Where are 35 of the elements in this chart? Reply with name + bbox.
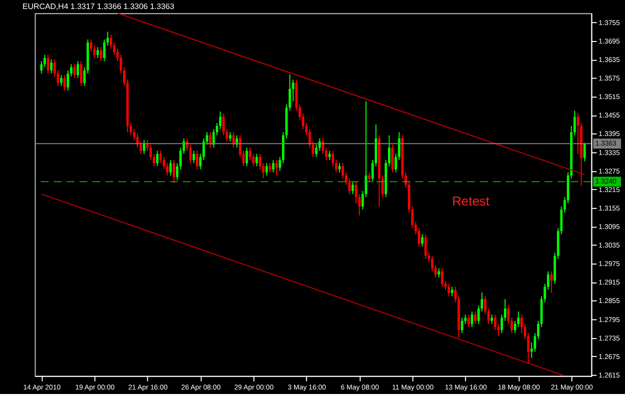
chart-title: EURCAD,H4 1.3317 1.3366 1.3306 1.3363 <box>22 2 175 12</box>
candlestick <box>229 132 232 142</box>
candlestick <box>583 142 586 162</box>
candlestick <box>438 268 440 278</box>
candlestick <box>268 162 272 173</box>
candlestick <box>209 132 212 148</box>
candlestick <box>440 268 444 288</box>
candlestick <box>142 139 146 154</box>
candlestick <box>196 150 198 170</box>
candlestick <box>265 162 268 176</box>
candlestick <box>490 314 494 324</box>
candlestick <box>467 314 470 328</box>
candlestick <box>256 153 258 167</box>
candlestick <box>60 74 62 86</box>
candlestick <box>272 160 274 173</box>
candlestick <box>424 234 427 260</box>
candlestick <box>50 59 53 74</box>
candlestick <box>450 286 454 297</box>
candlestick <box>76 60 80 79</box>
candlestick <box>421 234 424 248</box>
candlestick <box>338 162 341 173</box>
candlestick <box>96 46 99 59</box>
candlestick <box>368 172 370 182</box>
candlestick <box>275 160 278 176</box>
candlestick <box>80 60 82 86</box>
candlestick <box>474 311 476 324</box>
candlestick <box>156 150 159 167</box>
candlestick <box>246 147 248 167</box>
candlestick <box>63 74 66 91</box>
candlestick <box>448 283 450 297</box>
candlestick <box>192 150 195 164</box>
candlestick <box>169 160 172 176</box>
annotation: Retest <box>452 194 490 209</box>
candlestick <box>172 160 176 184</box>
candlestick <box>352 181 354 195</box>
